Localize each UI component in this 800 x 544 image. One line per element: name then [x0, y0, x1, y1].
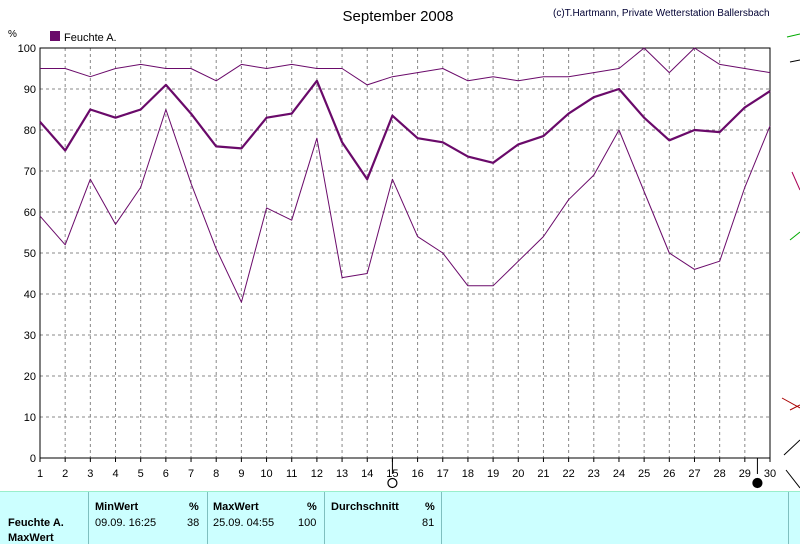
x-tick-label: 24 [613, 468, 625, 480]
x-tick-label: 23 [588, 468, 600, 480]
footer-divider [441, 492, 442, 544]
x-tick-label: 2 [62, 468, 68, 480]
x-tick-label: 5 [138, 468, 144, 480]
x-tick-label: 25 [638, 468, 650, 480]
edge-fragment [791, 171, 800, 191]
min-unit: % [189, 501, 199, 513]
y-tick-label: 80 [24, 125, 36, 137]
y-axis-unit: % [8, 29, 17, 40]
x-tick-label: 8 [213, 468, 219, 480]
max-value: 100 [298, 517, 317, 529]
x-tick-label: 19 [487, 468, 499, 480]
humidity-chart: September 2008 (c)T.Hartmann, Private We… [8, 8, 800, 489]
edge-fragment [789, 59, 800, 63]
footer-divider [207, 492, 208, 544]
row-label: Feuchte A. [8, 517, 64, 529]
footer-divider [324, 492, 325, 544]
x-tick-label: 17 [437, 468, 449, 480]
plot-frame [39, 47, 771, 459]
x-tick-label: 29 [739, 468, 751, 480]
y-tick-label: 40 [24, 289, 36, 301]
avg-header: Durchschnitt [331, 501, 399, 513]
chart-title: September 2008 [343, 8, 454, 25]
x-tick-label: 27 [688, 468, 700, 480]
x-tick-label: 30 [764, 468, 776, 480]
x-tick-label: 3 [87, 468, 93, 480]
x-tick-label: 14 [361, 468, 373, 480]
legend-label: Feuchte A. [64, 32, 117, 44]
series-line-min [39, 109, 771, 303]
y-tick-label: 0 [30, 453, 36, 465]
open-circle-marker [387, 477, 398, 489]
row-label-2: MaxWert [8, 532, 54, 544]
avg-unit: % [425, 501, 435, 513]
x-tick-label: 7 [188, 468, 194, 480]
y-tick-label: 100 [18, 43, 36, 55]
footer-divider [88, 492, 89, 544]
x-tick-label: 10 [260, 468, 272, 480]
y-tick-label: 10 [24, 412, 36, 424]
edge-fragment [785, 469, 800, 489]
markers [387, 458, 763, 489]
x-tick-label: 18 [462, 468, 474, 480]
x-tick-label: 12 [311, 468, 323, 480]
min-header: MinWert [95, 501, 139, 513]
y-tick-label: 60 [24, 207, 36, 219]
x-tick-label: 20 [512, 468, 524, 480]
max-timestamp: 25.09. 04:55 [213, 517, 275, 529]
y-tick-label: 50 [24, 248, 36, 260]
x-tick-label: 22 [562, 468, 574, 480]
summary-footer: MinWert % MaxWert % Durchschnitt % Feuch… [0, 491, 800, 544]
x-tick-label: 28 [714, 468, 726, 480]
edge-fragment [786, 33, 800, 38]
series-line-average [39, 79, 771, 181]
x-tick-label: 16 [411, 468, 423, 480]
edge-fragment [789, 404, 800, 411]
min-timestamp: 09.09. 16:25 [95, 517, 157, 529]
min-value: 38 [187, 517, 200, 529]
copyright-text: (c)T.Hartmann, Private Wetterstation Bal… [553, 8, 770, 19]
side-decorations [781, 33, 800, 489]
y-tick-label: 90 [24, 84, 36, 96]
y-tick-label: 20 [24, 371, 36, 383]
grid [40, 47, 770, 458]
edge-fragment [783, 439, 800, 456]
x-tick-label: 21 [537, 468, 549, 480]
legend-swatch [50, 31, 60, 41]
avg-value: 81 [422, 517, 435, 529]
series-lines [39, 47, 771, 303]
x-tick-label: 1 [37, 468, 43, 480]
x-tick-label: 26 [663, 468, 675, 480]
x-tick-label: 6 [163, 468, 169, 480]
series-line-max [40, 47, 771, 86]
max-header: MaxWert [213, 501, 259, 513]
footer-divider [788, 492, 789, 544]
y-tick-label: 30 [24, 330, 36, 342]
x-tick-label: 13 [336, 468, 348, 480]
x-tick-label: 11 [286, 468, 297, 480]
x-tick-label: 4 [112, 468, 118, 480]
y-tick-label: 70 [24, 166, 36, 178]
filled-circle-marker [752, 477, 763, 489]
x-tick-label: 9 [238, 468, 244, 480]
max-unit: % [307, 501, 317, 513]
edge-fragment [789, 231, 800, 241]
